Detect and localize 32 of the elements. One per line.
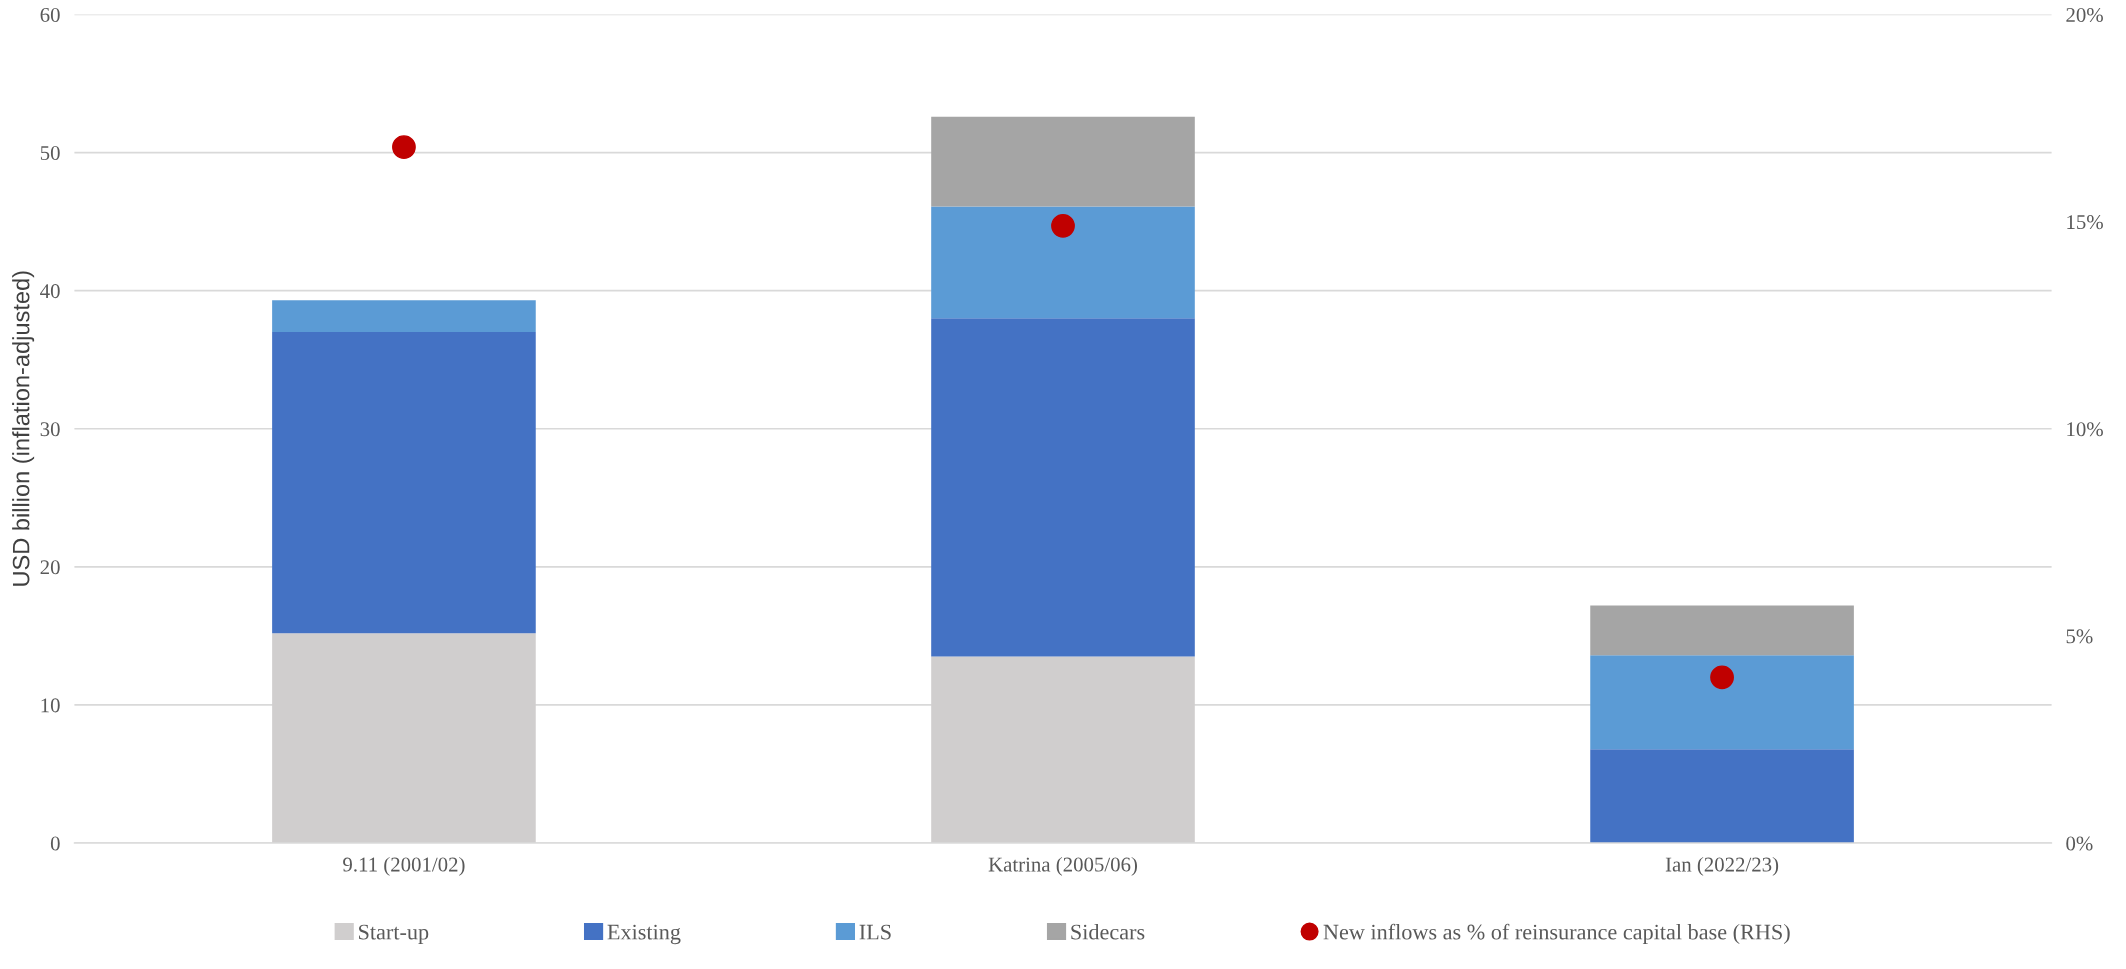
x-tick-label: Katrina (2005/06) — [988, 856, 1138, 876]
bar — [272, 332, 536, 634]
y-tick-label: 40 — [40, 284, 60, 299]
bar — [931, 318, 1195, 657]
legend-label: Start-up — [359, 924, 429, 945]
y2-tick-label: 5% — [2066, 629, 2093, 644]
point — [392, 135, 416, 159]
bar — [931, 206, 1195, 319]
y-tick-label: 30 — [40, 422, 60, 437]
y-tick-label: 0 — [50, 836, 60, 851]
legend-label: Existing — [607, 924, 681, 945]
y-tick-label: 60 — [40, 7, 60, 22]
y-tick-label: 50 — [40, 145, 60, 161]
y2-tick-label: 10% — [2067, 422, 2103, 437]
bar — [1590, 605, 1854, 656]
legend-label: ILS — [859, 924, 891, 940]
bar — [1590, 655, 1854, 750]
y-tick-label: 20 — [40, 560, 60, 575]
y-tick-label: 10 — [41, 698, 60, 713]
y-axis-title: USD billion (inflation-adjusted) — [12, 271, 35, 586]
legend-label: Sidecars — [1071, 923, 1145, 940]
bar — [272, 300, 536, 333]
point — [1710, 665, 1734, 690]
x-tick-label: 9.11 (2001/02) — [343, 856, 465, 876]
y2-tick-label: 20% — [2066, 7, 2103, 23]
y2-tick-label: 15% — [2067, 215, 2103, 230]
legend-label: New inflows as % of reinsurance capital base (RHS) — [1323, 923, 1790, 945]
bar — [931, 116, 1195, 207]
bar — [1590, 749, 1854, 844]
point — [1051, 213, 1075, 238]
y2-tick-label: 0% — [2066, 836, 2093, 851]
x-tick-label: Ian (2022/23) — [1665, 856, 1779, 876]
